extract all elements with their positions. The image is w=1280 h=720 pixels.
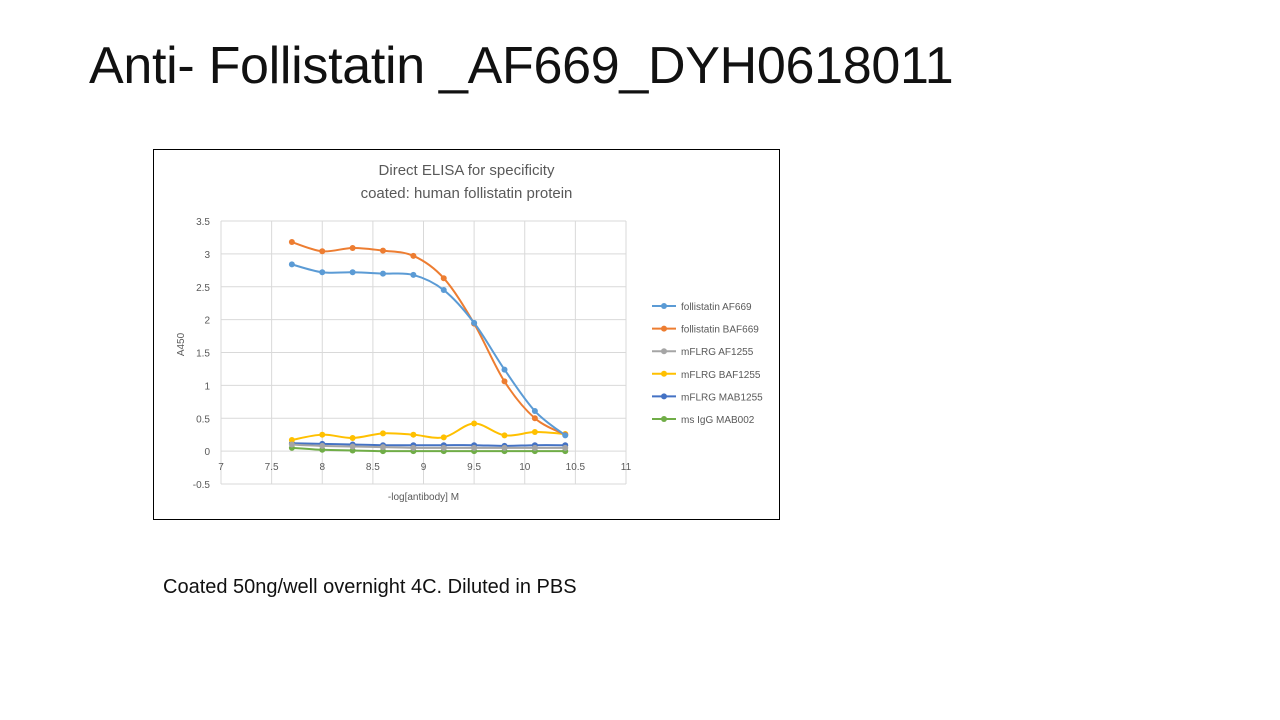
x-axis-title: -log[antibody] M	[388, 492, 459, 503]
data-point-follistatin-af669	[288, 261, 295, 268]
series-line-mflrg-mab1255	[291, 442, 566, 447]
legend-marker-follistatin-baf669	[661, 325, 667, 332]
data-point-mflrg-af1255	[410, 444, 417, 451]
y-tick-label: 0.5	[196, 414, 210, 425]
data-point-mflrg-baf1255	[440, 434, 447, 441]
data-point-mflrg-baf1255	[380, 430, 386, 437]
x-tick-label: 10	[519, 462, 531, 473]
legend-label-follistatin-af669: follistatin AF669	[681, 302, 752, 313]
legend-label-mflrg-af1255: mFLRG AF1255	[681, 347, 754, 358]
chart-subtitle: coated: human follistatin protein	[360, 185, 573, 202]
data-point-mflrg-af1255	[349, 443, 356, 450]
data-point-mflrg-baf1255	[531, 429, 538, 436]
data-point-follistatin-baf669	[440, 275, 447, 282]
y-tick-label: 2	[204, 316, 210, 327]
y-tick-label: 3.5	[196, 217, 210, 228]
legend-label-ms-igg-mab002: ms IgG MAB002	[681, 415, 755, 426]
data-point-mflrg-baf1255	[410, 431, 417, 438]
y-tick-label: -0.5	[193, 480, 211, 491]
x-tick-label: 7	[218, 462, 224, 473]
data-point-follistatin-baf669	[410, 252, 417, 259]
chart-title: Direct ELISA for specificity	[378, 162, 555, 179]
data-point-mflrg-baf1255	[349, 434, 356, 441]
series-line-follistatin-af669	[291, 263, 566, 437]
data-point-follistatin-af669	[562, 432, 569, 439]
data-point-mflrg-baf1255	[319, 431, 326, 438]
x-tick-label: 11	[621, 462, 632, 473]
data-point-mflrg-af1255	[319, 442, 326, 449]
y-tick-label: 3	[204, 250, 210, 261]
legend-label-mflrg-mab1255: mFLRG MAB1255	[681, 392, 763, 403]
x-tick-label: 7.5	[265, 462, 279, 473]
data-point-mflrg-af1255	[288, 441, 295, 448]
series-line-follistatin-baf669	[291, 241, 566, 436]
data-point-follistatin-af669	[440, 287, 447, 294]
data-point-mflrg-baf1255	[288, 436, 295, 443]
data-point-mflrg-af1255	[562, 444, 569, 451]
y-tick-label: 1.5	[196, 349, 210, 360]
y-tick-label: 2.5	[196, 283, 210, 294]
chart-frame: Direct ELISA for specificity coated: hum…	[153, 149, 780, 520]
slide-title: Anti- Follistatin _AF669_DYH0618011	[89, 37, 954, 95]
data-point-mflrg-af1255	[531, 444, 538, 451]
data-point-mflrg-af1255	[501, 444, 508, 451]
legend-marker-follistatin-af669	[661, 303, 667, 309]
x-tick-label: 10.5	[566, 462, 586, 473]
legend-marker-mflrg-mab1255	[661, 393, 667, 400]
data-point-follistatin-af669	[471, 319, 478, 326]
series-line-ms-igg-mab002	[291, 446, 566, 453]
x-tick-label: 9	[421, 462, 427, 473]
x-tick-label: 8.5	[366, 462, 380, 473]
data-point-follistatin-baf669	[501, 378, 508, 385]
series-line-mflrg-baf1255	[291, 422, 566, 441]
data-point-mflrg-baf1255	[471, 420, 478, 427]
data-point-mflrg-af1255	[440, 444, 447, 451]
y-tick-label: 1	[204, 381, 210, 392]
data-point-follistatin-af669	[319, 269, 326, 276]
data-point-follistatin-af669	[501, 366, 508, 373]
data-point-follistatin-baf669	[319, 248, 326, 255]
data-point-follistatin-af669	[349, 269, 356, 276]
data-point-follistatin-baf669	[380, 247, 386, 254]
coating-note: Coated 50ng/well overnight 4C. Diluted i…	[163, 576, 577, 598]
legend-marker-mflrg-af1255	[661, 348, 667, 355]
legend-marker-mflrg-baf1255	[661, 370, 667, 377]
x-tick-label: 8	[319, 462, 325, 473]
series-line-mflrg-af1255	[291, 443, 566, 449]
data-point-mflrg-baf1255	[501, 432, 508, 439]
y-axis-title: A450	[176, 332, 187, 356]
data-point-follistatin-af669	[380, 270, 386, 277]
data-point-mflrg-af1255	[380, 444, 386, 451]
x-tick-label: 9.5	[467, 462, 481, 473]
elisa-line-chart: -0.5 0 0.5 1 1.5 2 2.5 3 3.5 7 7.5 8 8.5 9 9.5 10 10.5 11…	[176, 217, 763, 503]
y-tick-label: 0	[204, 447, 210, 458]
legend-label-mflrg-baf1255: mFLRG BAF1255	[681, 370, 761, 381]
data-point-follistatin-af669	[531, 408, 538, 415]
legend-marker-ms-igg-mab002	[661, 416, 667, 422]
data-point-mflrg-af1255	[471, 444, 478, 451]
legend-label-follistatin-baf669: follistatin BAF669	[681, 325, 759, 336]
data-point-follistatin-af669	[410, 271, 417, 278]
data-point-follistatin-baf669	[531, 415, 538, 422]
data-point-follistatin-baf669	[349, 244, 356, 251]
data-point-follistatin-baf669	[288, 239, 295, 246]
